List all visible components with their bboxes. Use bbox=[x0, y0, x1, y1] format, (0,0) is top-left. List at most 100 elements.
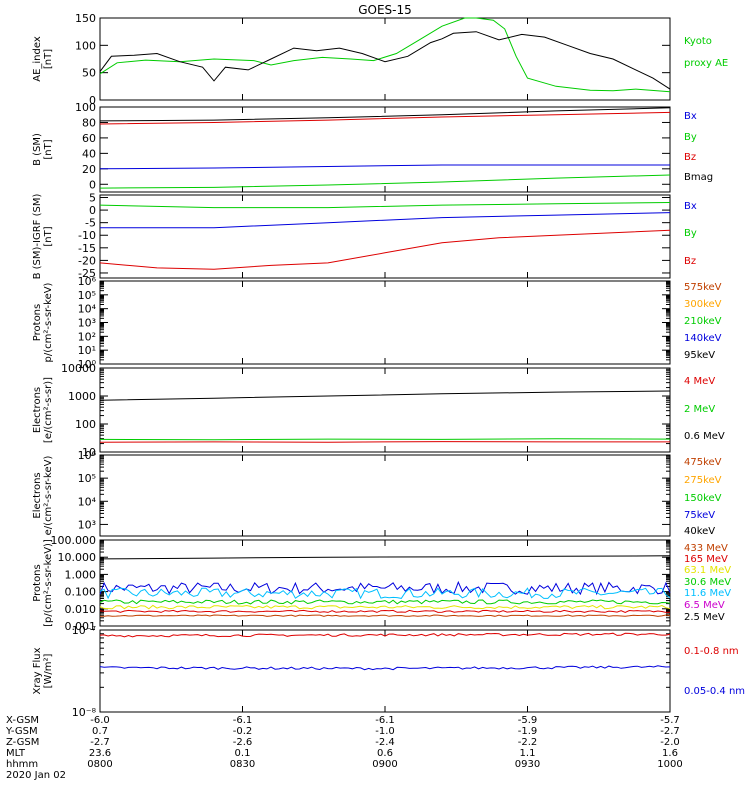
ephem-value: 0.7 bbox=[92, 726, 108, 737]
y-tick-label: 5 bbox=[89, 192, 96, 205]
y-tick-label: 0 bbox=[89, 178, 96, 191]
y-tick-label: 10⁴ bbox=[78, 303, 97, 316]
y-tick-label: 10³ bbox=[78, 317, 96, 330]
legend-label: 150keV bbox=[684, 493, 722, 504]
series-line-red bbox=[99, 229, 671, 270]
legend-label: 75keV bbox=[684, 510, 715, 521]
legend-label: 433 MeV bbox=[684, 543, 728, 554]
legend-label: 165 MeV bbox=[684, 554, 728, 565]
ephem-value: -0.2 bbox=[233, 726, 253, 737]
y-tick-label: -5 bbox=[85, 217, 96, 230]
y-tick-label: 10² bbox=[78, 330, 96, 343]
y-tick-label: 1.000 bbox=[65, 568, 97, 581]
y-tick-label: 10⁻⁷ bbox=[72, 624, 96, 637]
series-line-black bbox=[99, 107, 671, 122]
legend-label: Bz bbox=[684, 152, 696, 163]
series-line-red bbox=[99, 441, 670, 443]
y-tick-label: 50 bbox=[82, 67, 96, 80]
legend-label: Bx bbox=[684, 111, 697, 122]
legend-label: 40keV bbox=[684, 526, 715, 537]
y-tick-label: -20 bbox=[78, 254, 96, 267]
panel-2: 0 20 40 60 80 100 B (SM)[nT] Bx By Bz Bmag bbox=[32, 101, 713, 193]
y-tick-label: 40 bbox=[82, 147, 96, 160]
y-tick-label: -25 bbox=[78, 267, 96, 280]
y-axis-label: AE_index[nT] bbox=[32, 36, 54, 82]
legend-label: 575keV bbox=[684, 282, 722, 293]
series-line-green bbox=[99, 17, 671, 93]
legend-label: 95keV bbox=[684, 350, 715, 361]
y-axis-label: Protons[p/(cm²-s-sr-keV)] bbox=[32, 539, 54, 627]
y-tick-label: 10⁶ bbox=[78, 275, 97, 288]
panel-8: 10⁻⁸ 10⁻⁷ Xray Flux[W/m²] 0.1-0.8 nm 0.05-0.… bbox=[32, 624, 745, 719]
ephem-value: -6.0 bbox=[90, 715, 110, 726]
legend-label: 0.6 MeV bbox=[684, 431, 725, 442]
panel-frame bbox=[99, 629, 671, 713]
legend-label: 275keV bbox=[684, 475, 722, 486]
series-line-blue bbox=[99, 164, 670, 170]
ephem-value: 1000 bbox=[657, 759, 682, 770]
legend-label: proxy AE bbox=[684, 58, 728, 69]
legend-label: 63.1 MeV bbox=[684, 565, 731, 576]
y-tick-label: 1000 bbox=[68, 390, 96, 403]
y-axis-label: B (SM)[nT] bbox=[32, 133, 54, 166]
legend-label: 475keV bbox=[684, 457, 722, 468]
ephem-value: -1.9 bbox=[518, 726, 538, 737]
legend-label: By bbox=[684, 228, 697, 239]
ephem-value: 0800 bbox=[87, 759, 112, 770]
y-tick-label: 10⁰ bbox=[78, 358, 97, 371]
y-tick-label: 10⁵ bbox=[78, 472, 96, 485]
ephem-row-label: Z-GSM bbox=[6, 737, 39, 748]
legend-label: 140keV bbox=[684, 333, 722, 344]
y-tick-label: 0.010 bbox=[65, 603, 97, 616]
y-tick-label: 80 bbox=[82, 116, 96, 129]
legend-label: 300keV bbox=[684, 299, 722, 310]
series-line-black bbox=[99, 31, 671, 90]
panel-7: 0.001 0.010 0.100 1.000 10.000 100.000Protons… bbox=[32, 534, 731, 633]
legend-label: Bx bbox=[684, 201, 697, 212]
ephem-value: -2.0 bbox=[660, 737, 680, 748]
legend-label: 4 MeV bbox=[684, 376, 715, 387]
y-tick-label: 10⁵ bbox=[78, 289, 96, 302]
y-tick-label: -10 bbox=[78, 229, 96, 242]
series-line-green bbox=[99, 438, 671, 441]
series-line-green bbox=[99, 202, 671, 209]
ephem-value: -2.4 bbox=[375, 737, 395, 748]
ephem-value: -5.9 bbox=[518, 715, 538, 726]
series-line-yellow bbox=[99, 604, 671, 610]
series-line-black bbox=[99, 555, 671, 560]
ephem-value: -2.7 bbox=[90, 737, 110, 748]
ephem-value: 0.6 bbox=[377, 748, 393, 759]
series-line-blue bbox=[99, 665, 671, 671]
panel-frame bbox=[99, 454, 671, 537]
ephem-row-label: Y-GSM bbox=[5, 726, 38, 737]
ephem-value: -2.2 bbox=[518, 737, 538, 748]
ephem-value: -2.7 bbox=[660, 726, 680, 737]
y-axis-label: Electronse/(cm²-s-sr-keV) bbox=[32, 456, 54, 536]
legend-label: 30.6 MeV bbox=[684, 577, 731, 588]
ephem-row-label: X-GSM bbox=[6, 715, 39, 726]
ephem-value: 0900 bbox=[372, 759, 397, 770]
legend-label: By bbox=[684, 132, 697, 143]
y-tick-label: 10⁻⁸ bbox=[72, 706, 97, 719]
legend-label: Kyoto bbox=[684, 36, 712, 47]
y-tick-label: 150 bbox=[75, 12, 96, 25]
legend-label: Bmag bbox=[684, 172, 713, 183]
legend-label: 0.05-0.4 nm bbox=[684, 686, 745, 697]
series-line-blue bbox=[99, 580, 671, 596]
panel-frame bbox=[99, 280, 671, 365]
ephem-value: -1.0 bbox=[375, 726, 395, 737]
legend-label: 2 MeV bbox=[684, 404, 715, 415]
panel-frame bbox=[99, 106, 671, 193]
y-tick-label: 100 bbox=[75, 39, 96, 52]
legend-label: 0.1-0.8 nm bbox=[684, 646, 739, 657]
series-line-green bbox=[99, 599, 671, 605]
y-tick-label: 0 bbox=[89, 204, 96, 217]
ephem-row-label: hhmm bbox=[6, 759, 38, 770]
legend-label: 210keV bbox=[684, 316, 722, 327]
legend-label: 2.5 MeV bbox=[684, 612, 725, 623]
y-tick-label: 10⁶ bbox=[78, 449, 97, 462]
y-tick-label: 10 bbox=[82, 446, 96, 459]
legend-label: 6.5 MeV bbox=[684, 600, 725, 611]
